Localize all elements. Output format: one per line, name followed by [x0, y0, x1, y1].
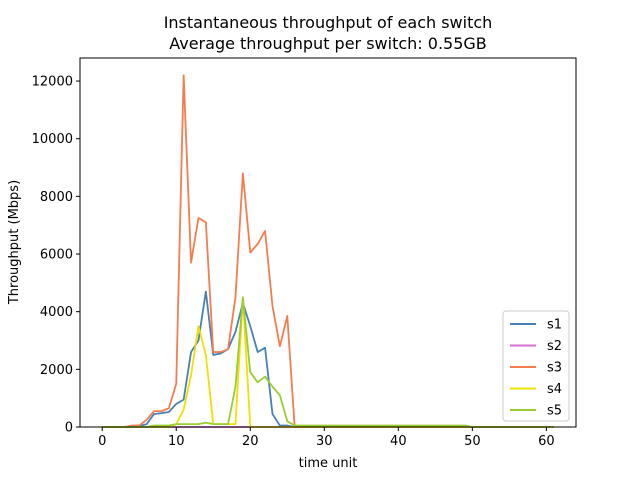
chart-title: Instantaneous throughput of each switch: [164, 13, 493, 32]
x-tick-label: 60: [538, 434, 555, 449]
legend-label-s4: s4: [547, 382, 562, 397]
legend-label-s3: s3: [547, 361, 562, 376]
x-tick-label: 30: [316, 434, 333, 449]
legend-label-s5: s5: [547, 404, 562, 419]
x-axis-ticks: 0 10 20 30 40 50 60: [98, 427, 555, 449]
y-tick-label: 2000: [40, 363, 73, 378]
y-tick-label: 0: [65, 421, 73, 436]
legend-label-s1: s1: [547, 318, 562, 333]
y-axis-label: Throughput (Mbps): [7, 180, 22, 305]
x-axis-label: time unit: [299, 456, 358, 471]
series-lines: [102, 74, 554, 428]
y-tick-label: 12000: [32, 75, 73, 90]
plot-frame: [79, 57, 577, 428]
series-line-s3: [102, 74, 554, 428]
y-tick-label: 10000: [32, 132, 73, 147]
y-tick-label: 4000: [40, 305, 73, 320]
x-tick-label: 20: [242, 434, 259, 449]
chart-subtitle: Average throughput per switch: 0.55GB: [169, 34, 487, 53]
x-tick-label: 0: [98, 434, 106, 449]
x-tick-label: 10: [168, 434, 185, 449]
legend-label-s2: s2: [547, 339, 562, 354]
x-tick-label: 40: [390, 434, 407, 449]
y-tick-label: 6000: [40, 248, 73, 263]
x-tick-label: 50: [464, 434, 481, 449]
y-axis-ticks: 0 2000 4000 6000 8000 10000 12000: [32, 75, 80, 436]
legend: s1 s2 s3 s4 s5: [502, 310, 570, 422]
y-tick-label: 8000: [40, 190, 73, 205]
